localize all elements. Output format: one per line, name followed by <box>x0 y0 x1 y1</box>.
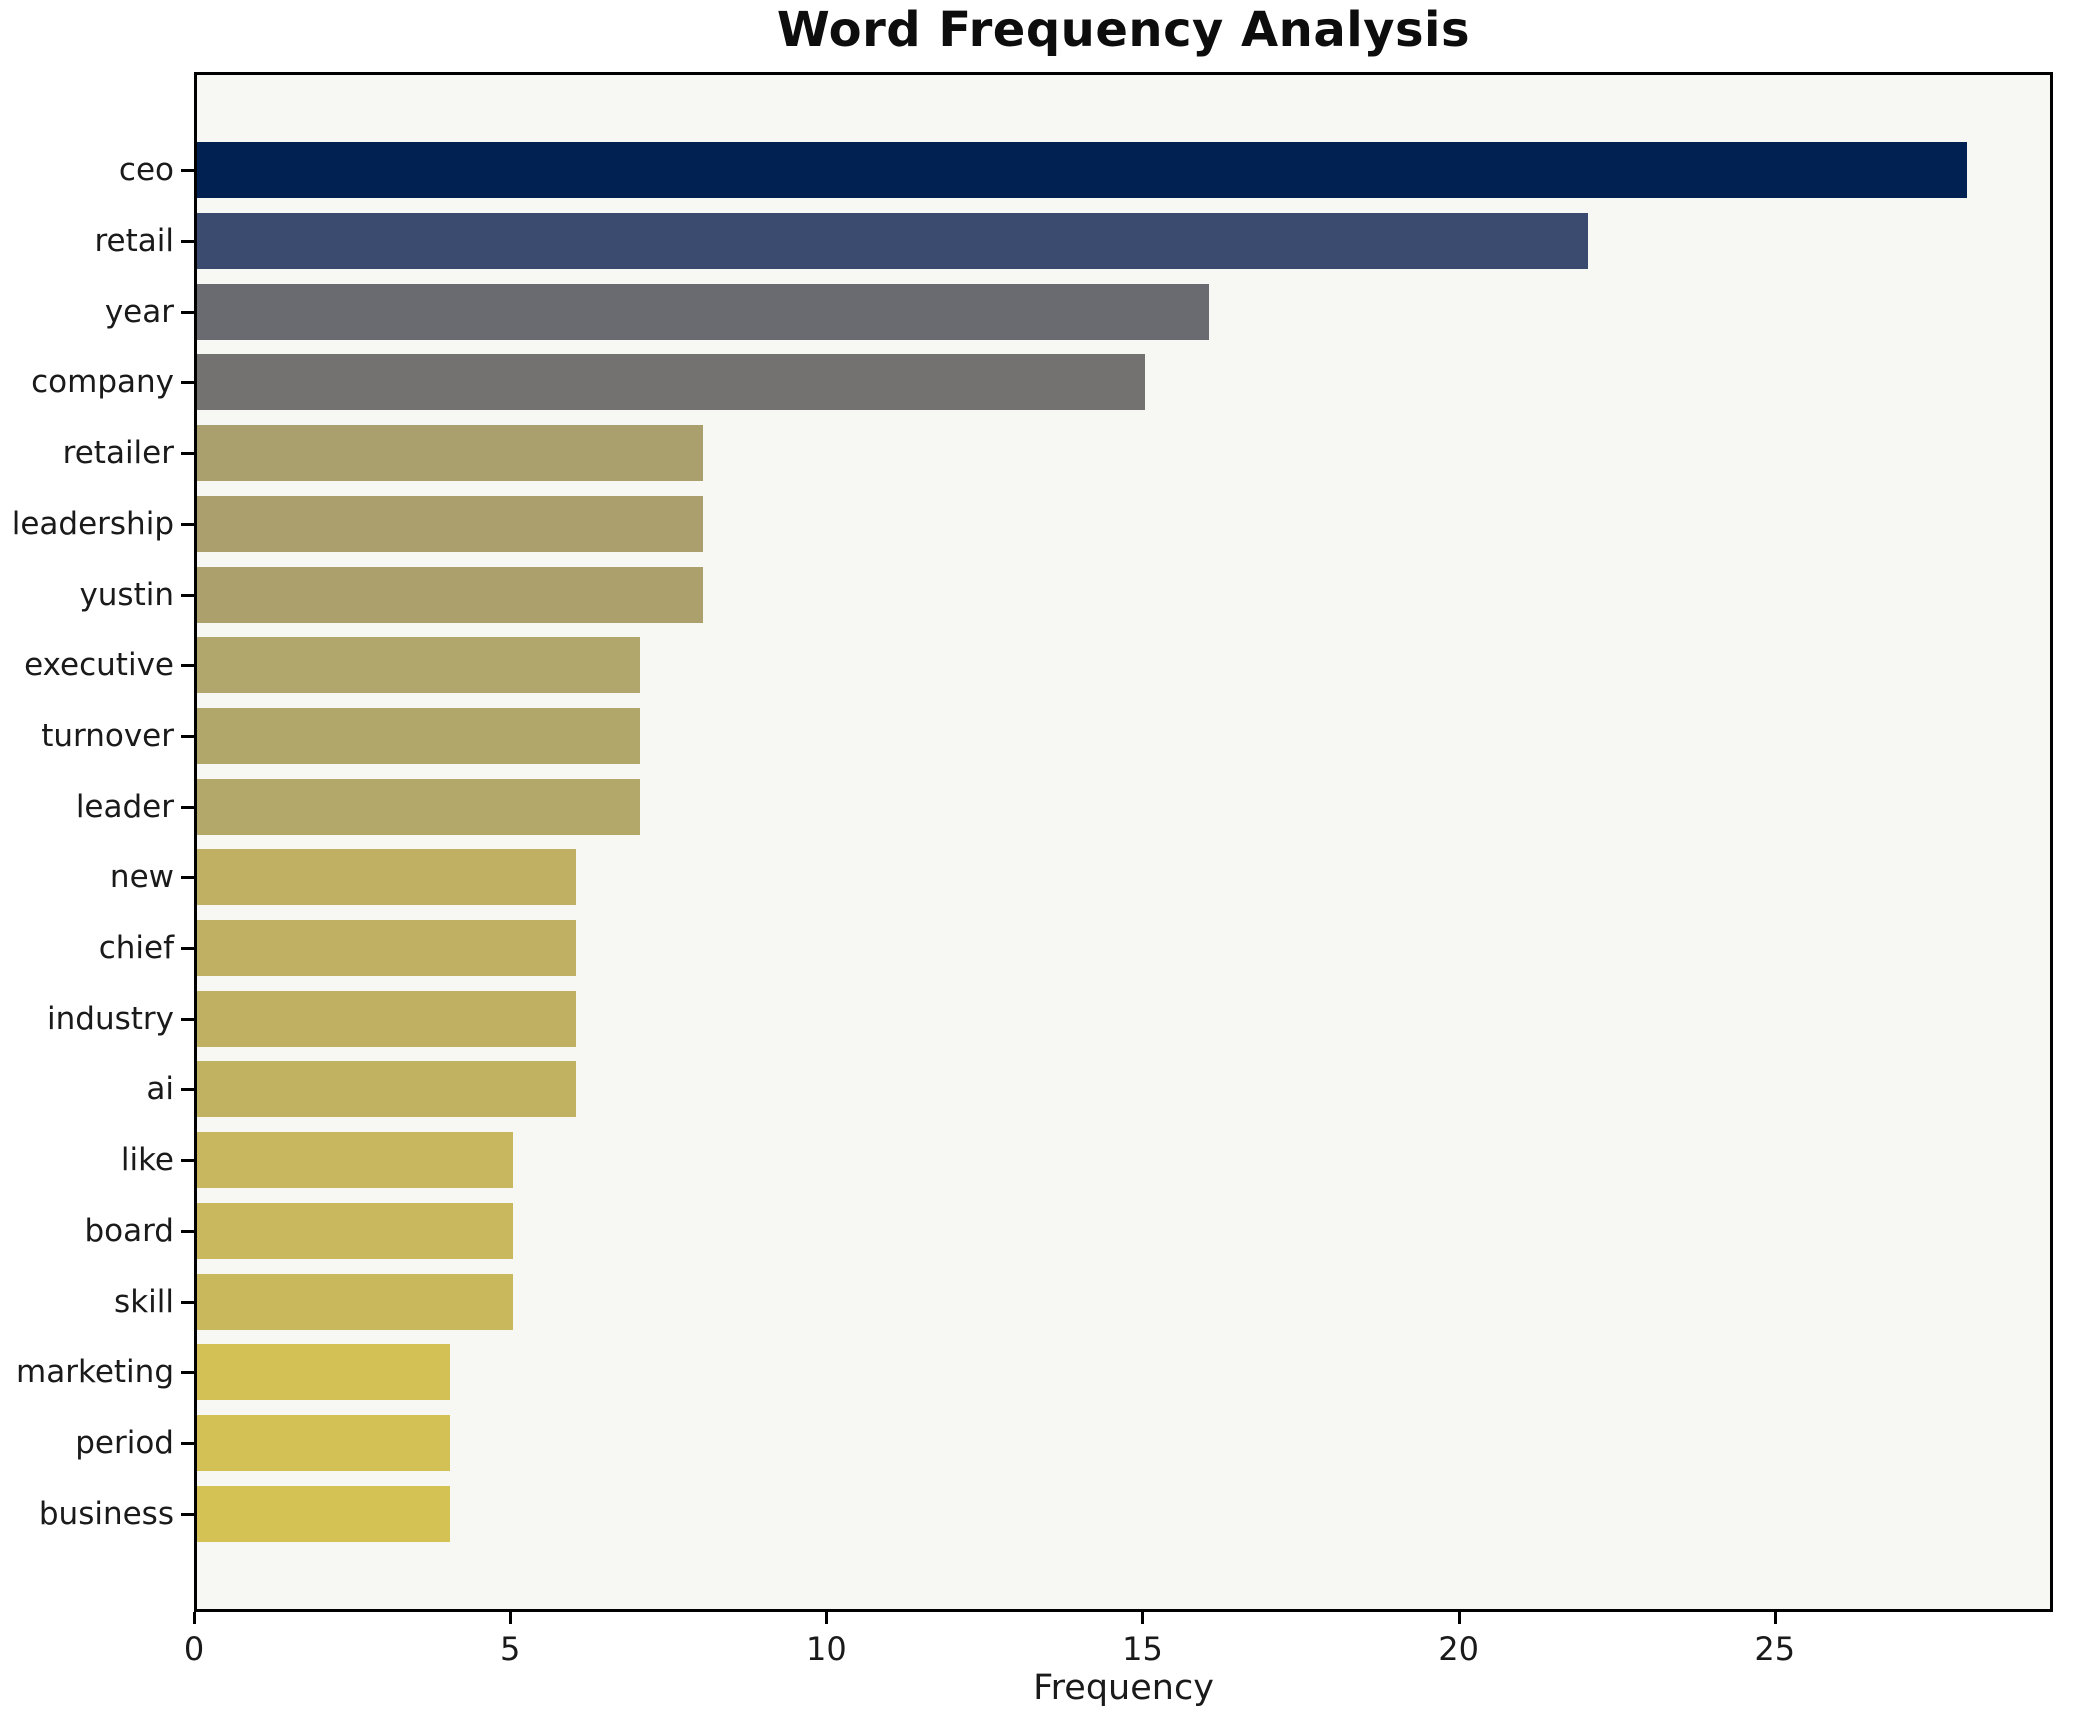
y-tick-label-skill: skill <box>114 1283 174 1320</box>
bar-retailer <box>197 425 703 482</box>
x-tick-label-10: 10 <box>805 1630 847 1668</box>
y-tick-mark <box>181 1371 194 1375</box>
y-tick-mark <box>181 1512 194 1516</box>
y-tick-label-yustin: yustin <box>79 576 174 613</box>
y-tick-label-year: year <box>104 293 174 330</box>
bar-year <box>197 283 1209 340</box>
bar-period <box>197 1414 450 1471</box>
bar-ceo <box>197 142 1968 199</box>
x-tick-label-0: 0 <box>183 1630 205 1668</box>
y-tick-label-chief: chief <box>98 930 174 967</box>
x-tick-mark <box>1141 1612 1145 1624</box>
y-tick-label-leader: leader <box>75 788 174 825</box>
y-tick-mark <box>181 876 194 880</box>
y-tick-mark <box>181 1088 194 1092</box>
y-tick-mark <box>181 522 194 526</box>
x-tick-mark <box>509 1612 513 1624</box>
y-tick-label-company: company <box>31 364 174 401</box>
y-tick-label-leadership: leadership <box>11 505 174 542</box>
y-tick-mark <box>181 310 194 314</box>
x-tick-label-20: 20 <box>1438 1630 1479 1668</box>
y-tick-label-industry: industry <box>47 1000 174 1037</box>
bar-like <box>197 1132 514 1189</box>
y-tick-label-retail: retail <box>94 223 174 260</box>
y-tick-label-marketing: marketing <box>16 1354 174 1391</box>
bar-yustin <box>197 566 703 623</box>
y-tick-mark <box>181 240 194 244</box>
y-tick-mark <box>181 1441 194 1445</box>
x-tick-mark <box>193 1612 196 1624</box>
bar-board <box>197 1202 514 1259</box>
y-tick-label-like: like <box>120 1142 174 1179</box>
chart-title: Word Frequency Analysis <box>776 2 1471 58</box>
bar-turnover <box>197 707 640 764</box>
y-tick-mark <box>181 381 194 385</box>
y-tick-label-ceo: ceo <box>118 152 174 189</box>
x-tick-label-25: 25 <box>1754 1630 1796 1668</box>
bar-marketing <box>197 1344 450 1401</box>
bar-leader <box>197 778 640 835</box>
y-tick-label-retailer: retailer <box>62 435 174 472</box>
bar-executive <box>197 637 640 694</box>
y-tick-mark <box>181 1300 194 1304</box>
bar-company <box>197 354 1146 411</box>
y-tick-label-board: board <box>84 1212 174 1249</box>
bar-industry <box>197 990 577 1047</box>
y-tick-label-business: business <box>38 1495 174 1532</box>
x-tick-label-5: 5 <box>499 1630 521 1668</box>
y-tick-mark <box>181 805 194 809</box>
bar-chief <box>197 920 577 977</box>
bar-skill <box>197 1273 514 1330</box>
plot-area <box>194 72 2053 1612</box>
y-tick-mark <box>181 947 194 951</box>
x-axis-label: Frequency <box>1033 1668 1214 1708</box>
y-tick-mark <box>181 1229 194 1233</box>
y-tick-mark <box>181 593 194 597</box>
x-tick-mark <box>1457 1612 1461 1624</box>
y-tick-label-new: new <box>109 859 174 896</box>
y-tick-mark <box>181 169 194 173</box>
y-tick-label-ai: ai <box>146 1071 174 1108</box>
x-tick-mark <box>825 1612 829 1624</box>
y-tick-mark <box>181 452 194 456</box>
y-tick-mark <box>181 1017 194 1021</box>
x-tick-label-15: 15 <box>1122 1630 1163 1668</box>
y-tick-label-period: period <box>75 1424 174 1461</box>
bar-retail <box>197 213 1589 270</box>
y-tick-mark <box>181 664 194 668</box>
y-tick-label-executive: executive <box>24 647 174 684</box>
x-tick-mark <box>1773 1612 1777 1624</box>
y-tick-mark <box>181 734 194 738</box>
bar-ai <box>197 1061 577 1118</box>
y-tick-label-turnover: turnover <box>41 717 174 754</box>
bar-leadership <box>197 495 703 552</box>
y-tick-mark <box>181 1159 194 1163</box>
bar-new <box>197 849 577 906</box>
bar-business <box>197 1485 450 1542</box>
